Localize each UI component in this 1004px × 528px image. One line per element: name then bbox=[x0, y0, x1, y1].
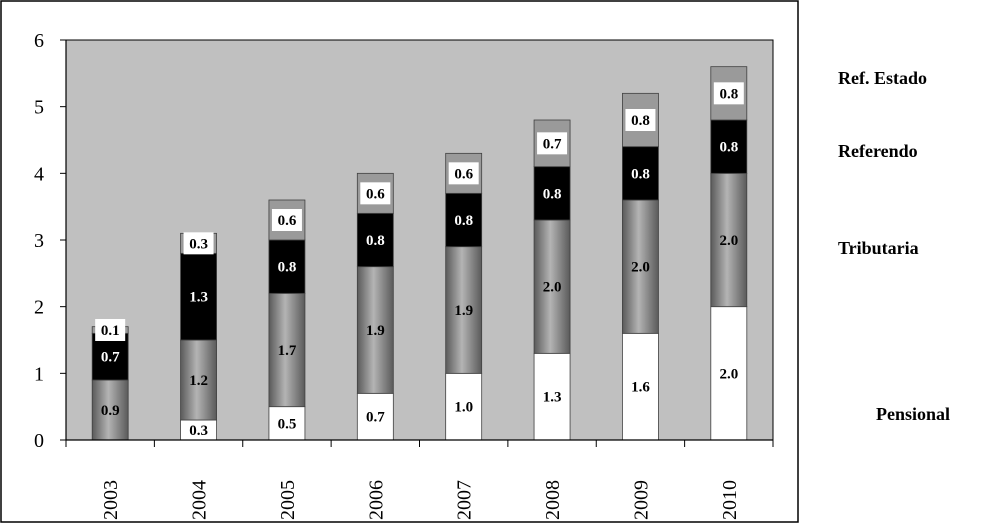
y-tick-label-4: 4 bbox=[34, 163, 44, 185]
data-label-box-bar-referendo-2010 bbox=[713, 135, 744, 158]
data-label-bar-ref-estado-2007: 0.6 bbox=[454, 166, 473, 182]
data-label-bar-ref-estado-2006: 0.6 bbox=[366, 186, 385, 202]
data-label-bar-ref-estado-2004: 0.3 bbox=[189, 236, 208, 252]
bar-tributaria-2010 bbox=[710, 172, 748, 308]
data-label-box-bar-referendo-2009 bbox=[625, 162, 656, 185]
data-label-bar-tributaria-2009: 2.0 bbox=[631, 260, 650, 276]
bar-tributaria-2008 bbox=[533, 219, 571, 354]
data-label-bar-tributaria-2007: 1.9 bbox=[454, 303, 473, 319]
data-label-box-bar-ref-estado-2003 bbox=[95, 319, 126, 341]
bar-tributaria-2007 bbox=[445, 246, 483, 374]
bar-tributaria-2009 bbox=[622, 199, 659, 334]
data-label-box-bar-ref-estado-2007 bbox=[448, 162, 479, 185]
y-tick-label-6: 6 bbox=[34, 30, 44, 52]
data-label-bar-referendo-2006: 0.8 bbox=[366, 233, 385, 249]
data-label-bar-ref-estado-2005: 0.6 bbox=[278, 213, 297, 229]
data-label-bar-ref-estado-2009: 0.8 bbox=[631, 113, 650, 129]
legend-item-tributaria: Tributaria bbox=[838, 238, 919, 258]
legend-item-pensional: Pensional bbox=[876, 404, 951, 424]
data-label-bar-pensional-2009: 1.6 bbox=[631, 380, 650, 396]
bar-pensional-2010 bbox=[710, 306, 748, 441]
x-tick-label-2006: 2006 bbox=[365, 480, 387, 520]
y-tick-label-5: 5 bbox=[34, 97, 44, 119]
x-tick-label-2008: 2008 bbox=[542, 480, 564, 520]
bar-pensional-2009 bbox=[622, 332, 659, 441]
bar-tributaria-2005 bbox=[268, 292, 306, 408]
data-label-bar-pensional-2008: 1.3 bbox=[543, 390, 562, 406]
data-label-box-bar-referendo-2004 bbox=[183, 285, 214, 308]
data-label-bar-pensional-2004: 0.3 bbox=[189, 423, 208, 439]
bar-tributaria-2006 bbox=[356, 266, 394, 394]
y-tick-label-1: 1 bbox=[34, 363, 44, 385]
data-label-box-bar-ref-estado-2009 bbox=[625, 109, 656, 131]
data-label-bar-tributaria-2006: 1.9 bbox=[366, 323, 385, 339]
data-label-box-bar-referendo-2005 bbox=[271, 255, 302, 278]
x-tick-label-2003: 2003 bbox=[100, 480, 122, 520]
x-tick-label-2004: 2004 bbox=[189, 480, 211, 520]
data-label-bar-ref-estado-2008: 0.7 bbox=[543, 136, 562, 152]
plot-area bbox=[65, 39, 774, 441]
data-label-box-bar-referendo-2008 bbox=[537, 182, 568, 205]
data-label-bar-tributaria-2010: 2.0 bbox=[719, 233, 738, 249]
data-label-bar-referendo-2004: 1.3 bbox=[189, 290, 208, 306]
data-label-bar-tributaria-2004: 1.2 bbox=[189, 373, 208, 389]
data-label-box-bar-ref-estado-2004 bbox=[183, 232, 214, 255]
x-tick-label-2009: 2009 bbox=[630, 480, 652, 520]
data-label-box-bar-ref-estado-2008 bbox=[537, 132, 568, 155]
data-label-bar-referendo-2009: 0.8 bbox=[631, 166, 650, 182]
data-label-bar-tributaria-2005: 1.7 bbox=[278, 343, 297, 359]
data-label-bar-pensional-2007: 1.0 bbox=[454, 400, 473, 416]
y-tick-label-0: 0 bbox=[34, 430, 44, 452]
data-label-bar-ref-estado-2010: 0.8 bbox=[719, 86, 738, 102]
x-tick-label-2007: 2007 bbox=[454, 480, 476, 520]
data-label-bar-tributaria-2008: 2.0 bbox=[543, 280, 562, 296]
data-label-box-bar-ref-estado-2006 bbox=[360, 182, 391, 205]
data-label-bar-referendo-2005: 0.8 bbox=[278, 260, 297, 276]
data-label-bar-referendo-2003: 0.7 bbox=[101, 350, 120, 366]
data-label-box-bar-referendo-2003 bbox=[95, 345, 126, 368]
data-label-bar-referendo-2010: 0.8 bbox=[719, 140, 738, 156]
data-label-box-bar-ref-estado-2005 bbox=[271, 209, 302, 231]
x-tick-label-2005: 2005 bbox=[277, 480, 299, 520]
legend-item-referendo: Referendo bbox=[838, 141, 918, 161]
data-label-bar-tributaria-2003: 0.9 bbox=[101, 403, 120, 419]
data-label-box-bar-referendo-2006 bbox=[360, 229, 391, 251]
x-tick-label-2010: 2010 bbox=[719, 480, 741, 520]
data-label-bar-pensional-2010: 2.0 bbox=[719, 366, 738, 382]
bar-tributaria-2004 bbox=[180, 339, 217, 421]
data-label-box-bar-referendo-2007 bbox=[448, 209, 479, 231]
y-tick-label-3: 3 bbox=[34, 230, 44, 252]
data-label-bar-pensional-2006: 0.7 bbox=[366, 410, 385, 426]
legend-item-ref-estado: Ref. Estado bbox=[838, 68, 927, 88]
y-tick-label-2: 2 bbox=[34, 297, 44, 319]
data-label-bar-ref-estado-2003: 0.1 bbox=[101, 323, 120, 339]
data-label-bar-pensional-2005: 0.5 bbox=[278, 416, 297, 432]
data-label-bar-referendo-2007: 0.8 bbox=[454, 213, 473, 229]
data-label-bar-referendo-2008: 0.8 bbox=[543, 186, 562, 202]
data-label-box-bar-ref-estado-2010 bbox=[713, 82, 744, 105]
